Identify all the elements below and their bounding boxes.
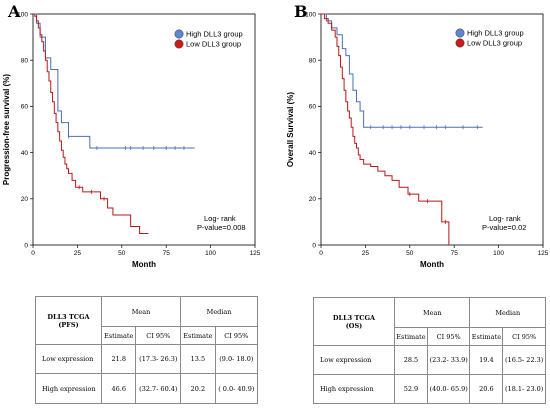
mean-header: Mean — [393, 297, 471, 328]
x-tick-label: 50 — [406, 250, 414, 257]
table-row: Low expression 21.8 (17.3- 26.3) 13.5 (9… — [35, 344, 259, 374]
median-header: Median — [180, 296, 258, 327]
table-label-line: DLL3 TCGA — [47, 312, 90, 321]
y-tick-label: 0 — [24, 242, 28, 249]
x-tick-label: 25 — [74, 250, 82, 257]
pfs-stats-table: DLL3 TCGA (PFS) Mean Median Estimate CI … — [35, 296, 259, 404]
legend-low-marker — [174, 39, 184, 49]
log-rank-annotation: P-value=0.02 — [482, 223, 526, 232]
legend-high-marker — [455, 28, 465, 38]
x-tick-label: 0 — [319, 250, 323, 257]
legend-label: Low DLL3 group — [186, 40, 241, 49]
legend-high-marker — [174, 29, 184, 39]
median-estimate: 20.6 — [469, 374, 504, 404]
x-tick-label: 100 — [493, 250, 504, 257]
y-tick-label: 80 — [21, 58, 29, 65]
median-estimate: 19.4 — [469, 345, 504, 375]
y-tick-label: 60 — [21, 104, 29, 111]
table-row: High expression 46.6 (32.7- 60.4) 20.2 (… — [35, 373, 259, 404]
mean-estimate: 46.6 — [100, 373, 137, 404]
sub-header: CI 95% — [214, 326, 259, 345]
y-axis-title: Progression-free survival (%) — [2, 74, 11, 185]
y-tick-label: 60 — [309, 104, 317, 111]
y-tick-label: 40 — [21, 150, 29, 157]
row-label: High expression — [313, 374, 395, 404]
sub-header: Estimate — [394, 327, 428, 346]
y-tick-label: 0 — [312, 242, 316, 249]
mean-ci: (17.3- 26.3) — [135, 344, 182, 374]
y-tick-label: 100 — [17, 11, 28, 18]
mean-ci: (40.0- 65.9) — [426, 374, 471, 404]
low-dll3-survival-curve — [33, 13, 149, 234]
log-rank-annotation: Log- rank — [204, 214, 236, 223]
table-row: Low expression 28.5 (23.2- 33.9) 19.4 (1… — [313, 345, 546, 375]
os-stats-table: DLL3 TCGA (OS) Mean Median Estimate CI 9… — [313, 297, 546, 404]
sub-header: Estimate — [100, 326, 137, 345]
y-tick-label: 80 — [309, 58, 317, 65]
x-axis-title: Month — [420, 260, 444, 269]
median-ci: (16.5- 22.3) — [502, 345, 546, 375]
os-survival-chart: 0 25 50 75 100 125 0 20 40 60 80 100 Month Overall Su… — [286, 11, 549, 269]
sub-header: Estimate — [180, 326, 216, 345]
y-tick-label: 40 — [309, 150, 317, 157]
pfs-survival-chart: 0 25 50 75 100 125 0 20 40 60 80 100 Month Progressio… — [2, 11, 261, 269]
median-estimate: 13.5 — [180, 344, 216, 374]
table-label-line: (OS) — [345, 321, 363, 330]
x-tick-label: 125 — [538, 250, 549, 257]
x-tick-label: 125 — [250, 250, 261, 257]
median-ci: ( 0.0- 40.9) — [214, 373, 259, 404]
x-tick-label: 0 — [31, 250, 35, 257]
x-tick-label: 75 — [451, 250, 459, 257]
low-dll3-survival-curve — [321, 13, 450, 245]
sub-header: CI 95% — [426, 327, 471, 346]
median-ci: (18.1- 23.0) — [502, 374, 546, 404]
panel-letter-a: A — [8, 2, 21, 21]
y-tick-label: 20 — [309, 196, 317, 203]
table-label-cell: DLL3 TCGA (PFS) — [35, 296, 102, 345]
sub-header: Estimate — [469, 327, 504, 346]
table-label-line: (PFS) — [58, 320, 79, 329]
log-rank-annotation: P-value=0.008 — [197, 223, 246, 232]
y-tick-label: 100 — [305, 11, 316, 18]
median-header: Median — [469, 297, 546, 328]
x-tick-label: 25 — [362, 250, 370, 257]
panel-letter-b: B — [294, 2, 308, 21]
mean-ci: (32.7- 60.4) — [135, 373, 182, 404]
x-tick-label: 50 — [118, 250, 126, 257]
legend-label: High DLL3 group — [186, 30, 243, 39]
plot-frame — [320, 13, 544, 246]
table-label-cell: DLL3 TCGA (OS) — [313, 297, 395, 346]
mean-header: Mean — [100, 296, 182, 327]
plot-frame — [32, 13, 256, 246]
x-axis-title: Month — [132, 260, 156, 269]
y-tick-label: 20 — [21, 196, 29, 203]
median-estimate: 20.2 — [180, 373, 216, 404]
legend-low-marker — [455, 38, 465, 48]
mean-ci: (23.2- 33.9) — [426, 345, 471, 375]
high-dll3-survival-curve — [33, 13, 195, 149]
mean-estimate: 28.5 — [394, 345, 428, 375]
x-tick-label: 75 — [163, 250, 171, 257]
y-axis-title: Overall Survival (%) — [286, 92, 295, 167]
x-tick-label: 100 — [205, 250, 216, 257]
row-label: Low expression — [35, 344, 102, 374]
log-rank-annotation: Log- rank — [489, 214, 521, 223]
sub-header: CI 95% — [502, 327, 546, 346]
sub-header: CI 95% — [135, 326, 182, 345]
median-ci: (9.0- 18.0) — [214, 344, 259, 374]
table-label-line: DLL3 TCGA — [332, 313, 376, 322]
row-label: Low expression — [313, 345, 395, 375]
legend-label: High DLL3 group — [467, 29, 524, 38]
mean-estimate: 52.9 — [394, 374, 428, 404]
legend-label: Low DLL3 group — [467, 39, 522, 48]
table-row: High expression 52.9 (40.0- 65.9) 20.6 (… — [313, 374, 546, 404]
row-label: High expression — [35, 373, 102, 404]
mean-estimate: 21.8 — [100, 344, 137, 374]
